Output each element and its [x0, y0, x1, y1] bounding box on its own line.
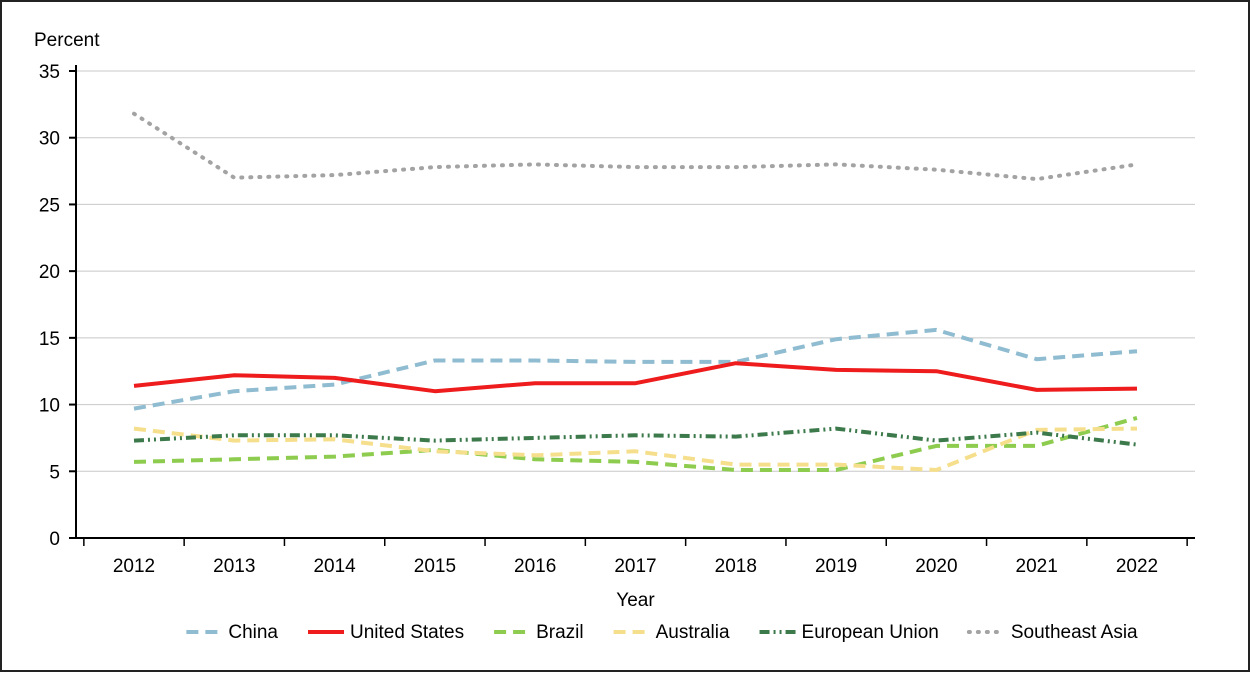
x-tick-label: 2016 [514, 556, 556, 577]
series-line-brazil [133, 415, 1138, 472]
y-tick-label: 30 [39, 129, 60, 150]
legend: China United States Brazil Australia Europea… [186, 622, 1138, 643]
series-line-southeast-asia [132, 111, 1139, 182]
x-tick-label: 2014 [313, 556, 356, 577]
x-tick-label: 2012 [113, 556, 155, 577]
legend-label-european-union: European Union [802, 622, 939, 643]
y-tick-labels: 0 5 10 15 20 25 30 35 [39, 62, 60, 550]
y-tick-label: 15 [39, 329, 60, 350]
gridlines [69, 70, 1195, 539]
x-tick-label: 2022 [1116, 556, 1158, 577]
series-line-european-union [133, 426, 1138, 447]
x-tick-label: 2020 [915, 556, 957, 577]
x-tick-label: 2013 [213, 556, 255, 577]
series-lines [132, 111, 1139, 472]
legend-label-united-states: United States [350, 622, 464, 643]
x-tick-label: 2017 [614, 556, 656, 577]
y-axis-label: Percent [34, 30, 100, 51]
legend-label-southeast-asia: Southeast Asia [1011, 622, 1138, 643]
legend-label-brazil: Brazil [536, 622, 584, 643]
legend-label-australia: Australia [656, 622, 730, 643]
x-tick-labels: 2012 2013 2014 2015 2016 2017 2018 2019 2020 2021… [83, 538, 1188, 577]
x-tick-label: 2021 [1016, 556, 1058, 577]
axes [75, 65, 1195, 539]
y-tick-label: 35 [39, 62, 60, 83]
legend-label-china: China [228, 622, 278, 643]
x-axis-label: Year [616, 590, 655, 611]
series-line-united-states [133, 361, 1138, 394]
x-tick-label: 2018 [715, 556, 757, 577]
y-tick-label: 0 [49, 529, 60, 550]
y-tick-label: 10 [39, 396, 60, 417]
y-tick-label: 25 [39, 195, 60, 216]
y-tick-label: 20 [39, 262, 60, 283]
series-line-china [133, 327, 1138, 411]
x-tick-label: 2015 [414, 556, 456, 577]
y-tick-label: 5 [49, 462, 60, 483]
x-tick-label: 2019 [815, 556, 857, 577]
series-line-australia [133, 426, 1138, 472]
